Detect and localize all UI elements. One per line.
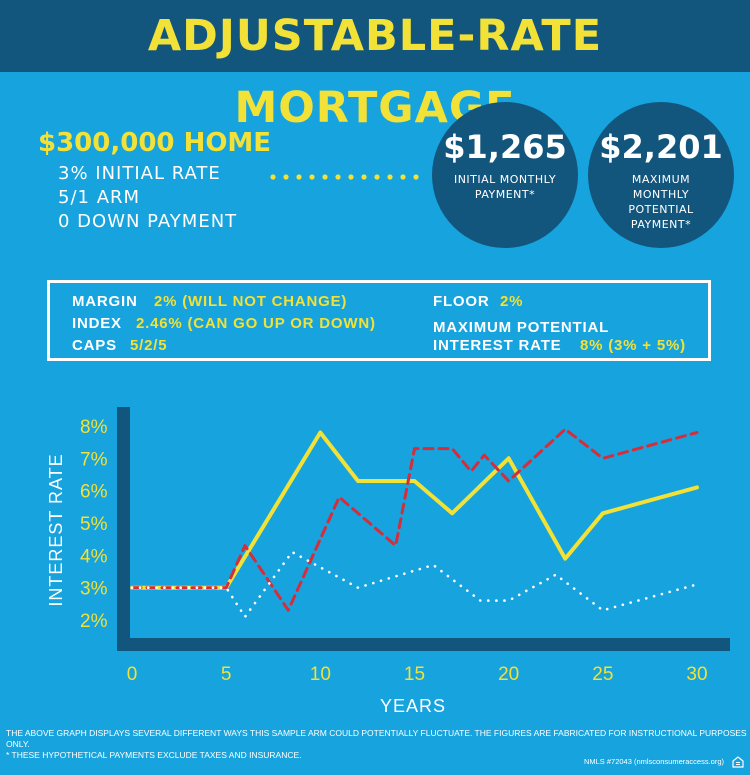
x-axis-title: YEARS — [380, 696, 446, 716]
x-tick-label: 25 — [592, 664, 613, 685]
margin-value: 2% (WILL NOT CHANGE) — [154, 293, 348, 310]
x-tick-label: 20 — [498, 664, 519, 685]
initial-payment-label: INITIAL MONTHLY PAYMENT* — [453, 173, 557, 201]
home-price: $300,000 HOME — [38, 128, 272, 158]
y-tick-label: 5% — [80, 514, 108, 535]
x-tick-label: 30 — [686, 664, 707, 685]
max-rate-value: 8% (3% + 5%) — [580, 337, 686, 354]
y-tick-label: 6% — [80, 482, 108, 503]
page-title: ADJUSTABLE-RATE MORTGAGE — [147, 11, 603, 133]
solid-rate-line — [130, 430, 699, 590]
x-tick-label: 15 — [404, 664, 425, 685]
x-axis — [117, 638, 730, 651]
max-payment-amount: $2,201 — [599, 128, 723, 166]
floor-value: 2% — [500, 293, 524, 310]
x-tick-label: 0 — [127, 664, 138, 685]
nmls-number: NMLS #72043 (nmlsconsumeraccess.org) — [583, 757, 724, 766]
y-tick-label: 2% — [80, 611, 108, 632]
footnote-payments: * THESE HYPOTHETICAL PAYMENTS EXCLUDE TA… — [6, 750, 302, 760]
y-tick-label: 3% — [80, 579, 108, 600]
footnote-graph: THE ABOVE GRAPH DISPLAYS SEVERAL DIFFERE… — [6, 728, 747, 749]
y-tick-label: 4% — [80, 546, 108, 567]
initial-rate: 3% INITIAL RATE — [58, 163, 221, 184]
y-tick-label: 8% — [80, 417, 108, 438]
title-banner: ADJUSTABLE-RATE MORTGAGE — [0, 0, 750, 133]
dotted-rate-line — [130, 550, 699, 619]
interest-rate-chart: 2% 3% 4% 5% 6% 7% 8% 0 5 10 15 20 25 30 YEARS INTEREST … — [46, 407, 730, 716]
arm-type: 5/1 ARM — [58, 187, 141, 208]
index-label: INDEX — [72, 315, 122, 332]
caps-label: CAPS — [72, 337, 117, 354]
terms-box: MARGIN 2% (WILL NOT CHANGE) INDEX 2.46% … — [47, 280, 711, 361]
x-tick-label: 10 — [310, 664, 331, 685]
equal-housing-icon — [732, 756, 744, 768]
initial-payment-circle: $1,265 INITIAL MONTHLY PAYMENT* — [432, 102, 578, 248]
home-summary: $300,000 HOME 3% INITIAL RATE 5/1 ARM 0 … — [38, 128, 271, 234]
margin-label: MARGIN — [72, 293, 138, 310]
footnotes: THE ABOVE GRAPH DISPLAYS SEVERAL DIFFERE… — [6, 728, 750, 761]
max-payment-circle: $2,201 MAXIMUM MONTHLY POTENTIAL PAYMENT… — [588, 102, 734, 248]
y-axis — [117, 407, 130, 651]
index-value: 2.46% (CAN GO UP OR DOWN) — [136, 315, 376, 332]
max-rate-label-1: MAXIMUM POTENTIAL — [433, 319, 610, 336]
dashed-rate-line — [130, 427, 699, 612]
caps-value: 5/2/5 — [130, 337, 168, 354]
y-tick-label: 7% — [80, 449, 108, 470]
max-rate-label-2: INTEREST RATE — [433, 337, 562, 354]
down-payment: 0 DOWN PAYMENT — [58, 211, 238, 232]
initial-payment-amount: $1,265 — [443, 128, 567, 166]
max-payment-label: MAXIMUM MONTHLY POTENTIAL PAYMENT* — [628, 173, 694, 231]
x-tick-label: 5 — [221, 664, 232, 685]
y-axis-title: INTEREST RATE — [46, 453, 66, 606]
floor-label: FLOOR — [433, 293, 490, 310]
dotted-connector — [270, 174, 419, 180]
